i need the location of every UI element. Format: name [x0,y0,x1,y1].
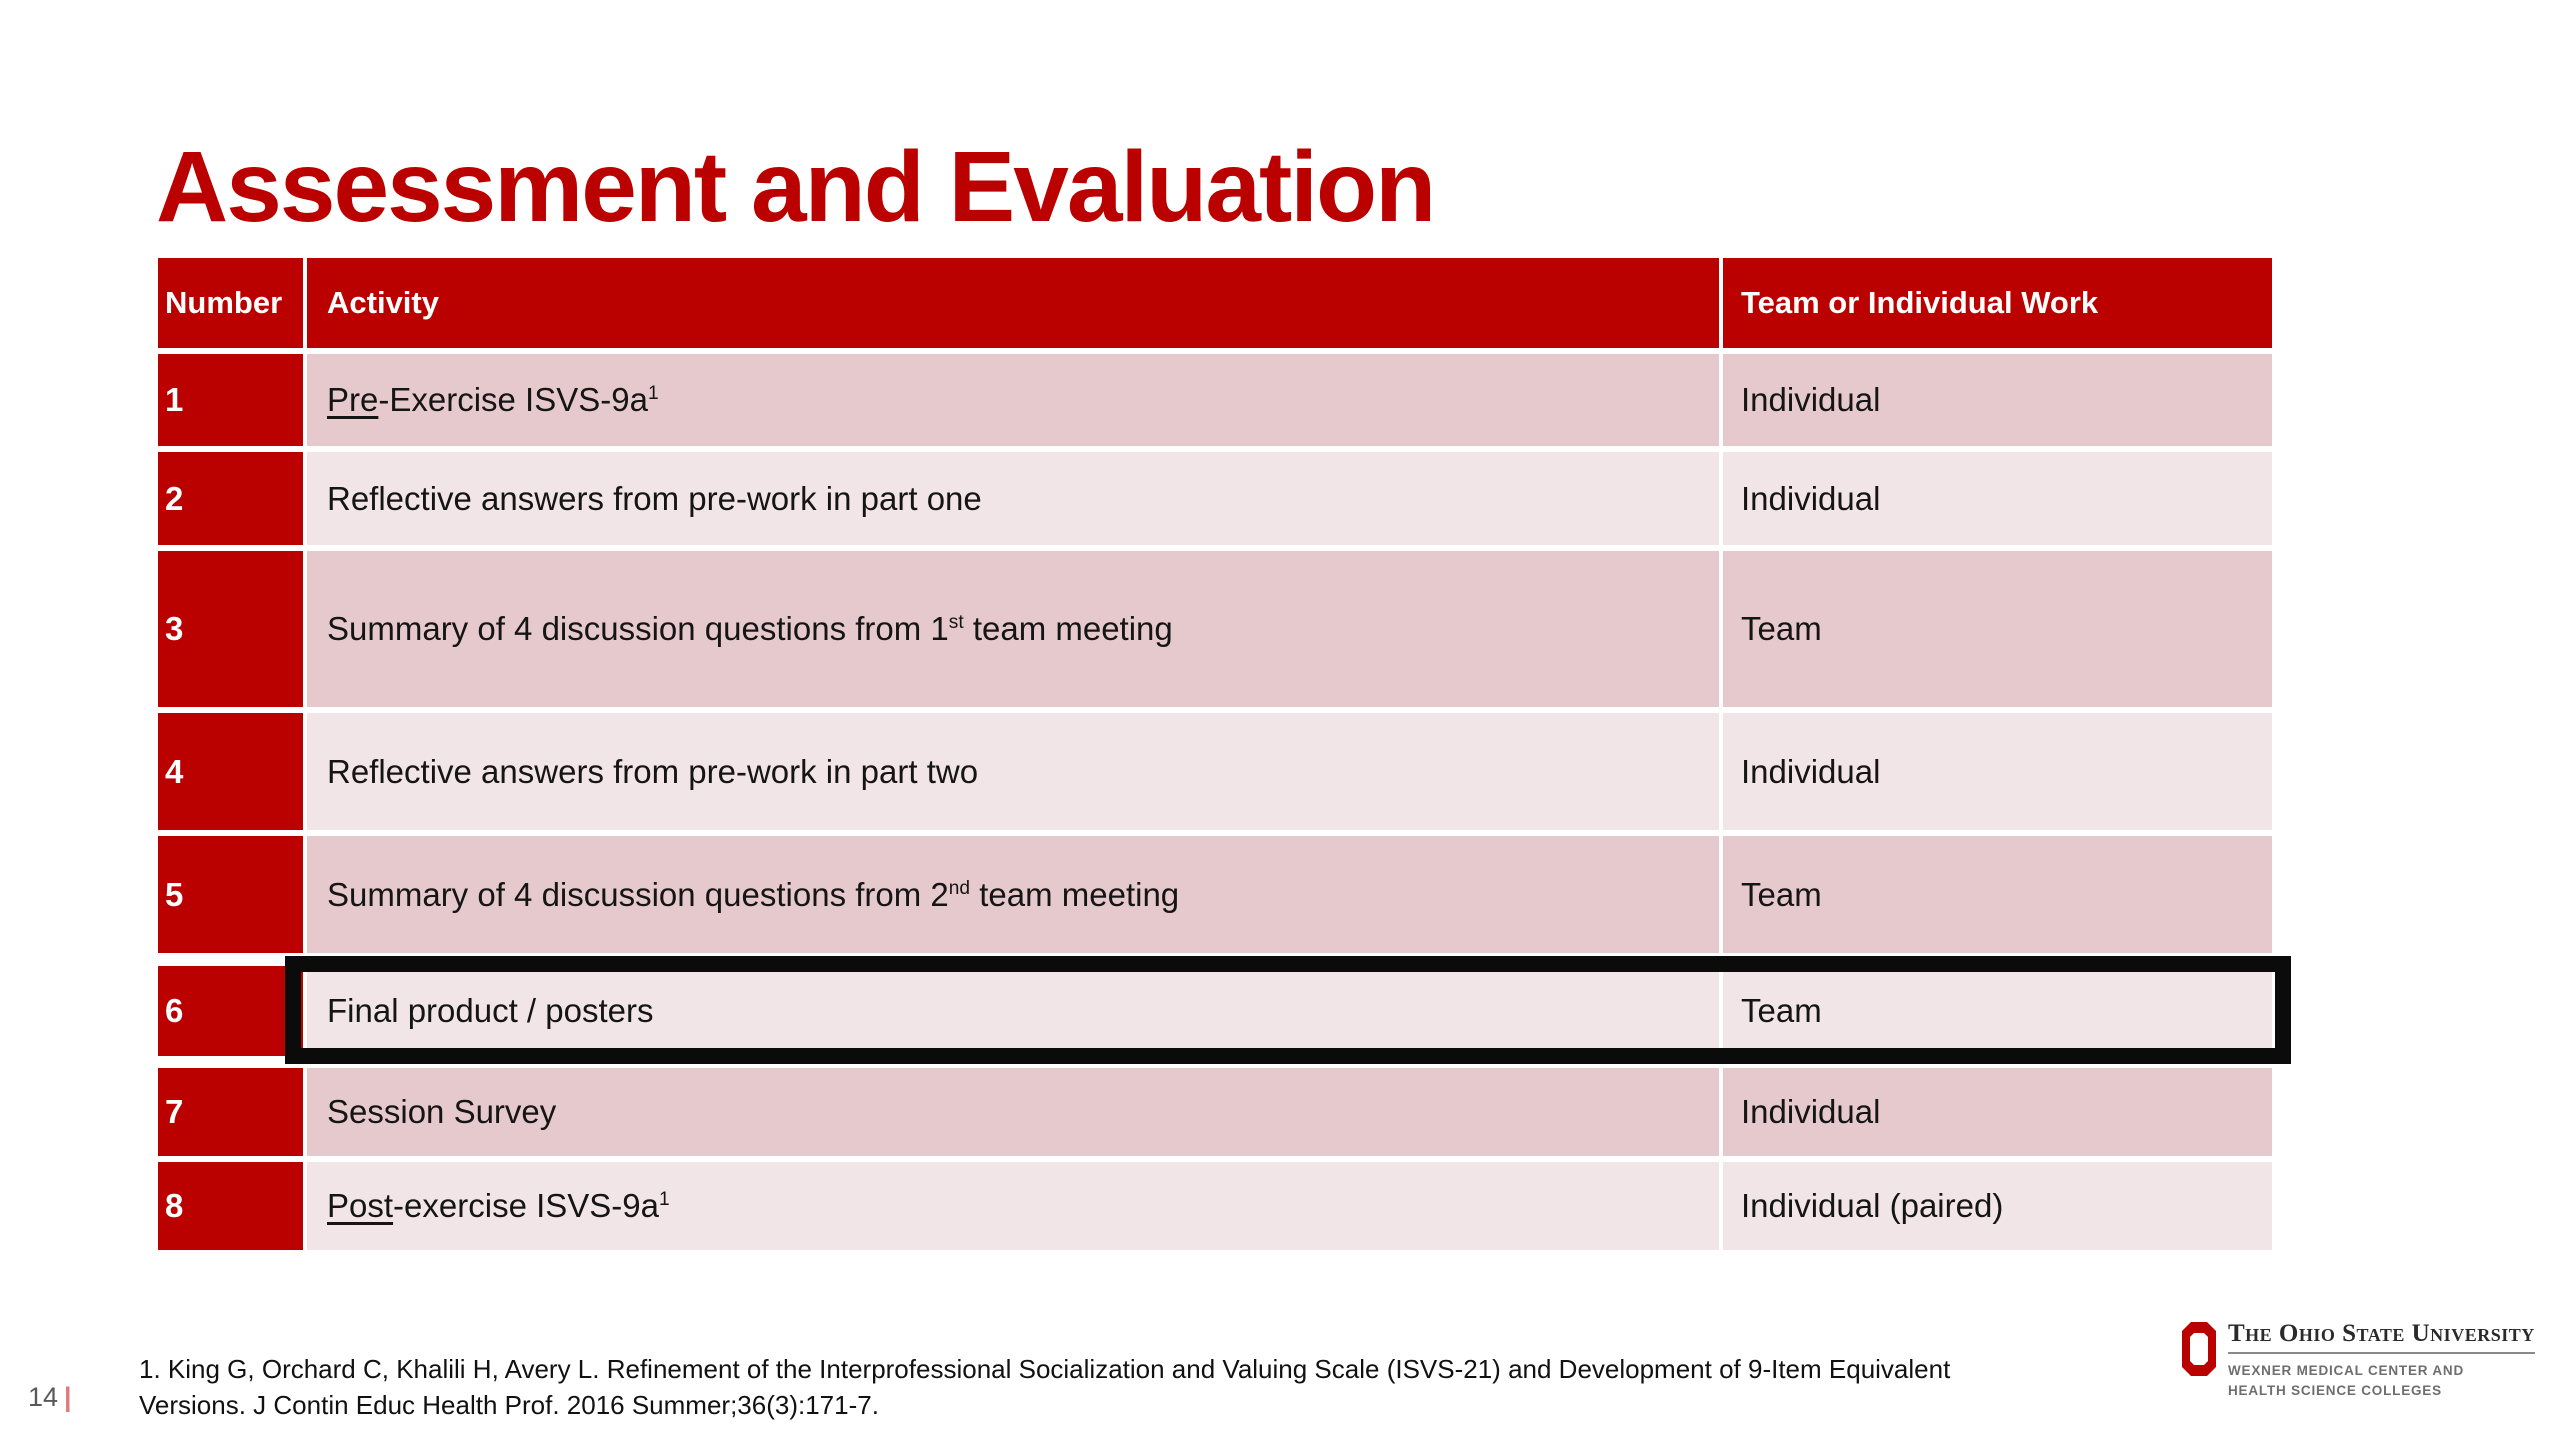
header-work: Team or Individual Work [1723,258,2272,348]
row-number-cell: 8 [158,1162,307,1250]
footnote-line-2: Versions. J Contin Educ Health Prof. 201… [139,1389,879,1420]
row-work-cell: Individual (paired) [1723,1162,2272,1250]
activity-text: Session Survey [327,1093,557,1131]
row-work-cell: Team [1723,836,2272,953]
table-row-8: 8 Post-exercise ISVS-9a1 Individual (pai… [158,1162,2272,1250]
row-work-cell: Individual [1723,1068,2272,1156]
table-row-1: 1 Pre-Exercise ISVS-9a1 Individual [158,354,2272,446]
block-o-icon [2182,1322,2216,1376]
page-number: 14 | [28,1382,72,1413]
activity-text: Post-exercise ISVS-9a1 [327,1187,670,1225]
row-activity-cell: Final product / posters [307,966,1723,1056]
row-number-cell: 6 [158,966,307,1056]
row-work-cell: Team [1723,966,2272,1056]
row-activity-cell: Reflective answers from pre-work in part… [307,713,1723,830]
table-header-row: Number Activity Team or Individual Work [158,258,2272,348]
row-number-cell: 3 [158,551,307,707]
row-activity-cell: Post-exercise ISVS-9a1 [307,1162,1723,1250]
row-work-cell: Individual [1723,452,2272,545]
slide-title: Assessment and Evaluation [156,131,1436,243]
row-activity-cell: Pre-Exercise ISVS-9a1 [307,354,1723,446]
row-activity-cell: Summary of 4 discussion questions from 2… [307,836,1723,953]
footnote-line-1: 1. King G, Orchard C, Khalili H, Avery L… [139,1354,1951,1384]
row-number-cell: 2 [158,452,307,545]
table-row-5: 5 Summary of 4 discussion questions from… [158,836,2272,953]
header-number: Number [158,258,307,348]
osu-logo: The Ohio State University WEXNER MEDICAL… [2182,1320,2535,1400]
row-number-cell: 5 [158,836,307,953]
footnote-citation: 1. King G, Orchard C, Khalili H, Avery L… [139,1352,2039,1424]
activity-text: Reflective answers from pre-work in part… [327,752,979,790]
table-row-7: 7 Session Survey Individual [158,1068,2272,1156]
table-row-3: 3 Summary of 4 discussion questions from… [158,551,2272,707]
row-work-cell: Individual [1723,713,2272,830]
activity-text: Summary of 4 discussion questions from 1… [327,610,1173,648]
header-activity: Activity [307,258,1723,348]
activity-text: Summary of 4 discussion questions from 2… [327,875,1180,913]
row-activity-cell: Reflective answers from pre-work in part… [307,452,1723,545]
osu-logo-subtitle-1: WEXNER MEDICAL CENTER AND [2228,1363,2465,1378]
row-work-cell: Individual [1723,354,2272,446]
assessment-table: Number Activity Team or Individual Work … [158,258,2272,1250]
osu-logo-subtitle-2: HEALTH SCIENCE COLLEGES [2228,1382,2442,1398]
row-activity-cell: Summary of 4 discussion questions from 1… [307,551,1723,707]
row-activity-cell: Session Survey [307,1068,1723,1156]
osu-logo-university-name: The Ohio State University [2228,1320,2535,1354]
page-number-value: 14 [28,1382,59,1412]
activity-text: Final product / posters [327,992,654,1030]
table-row-2: 2 Reflective answers from pre-work in pa… [158,452,2272,545]
row-number-cell: 4 [158,713,307,830]
row-number-cell: 7 [158,1068,307,1156]
table-row-6-highlighted: 6 Final product / posters Team [158,966,2272,1056]
row-work-cell: Team [1723,551,2272,707]
row-number-cell: 1 [158,354,307,446]
activity-text: Reflective answers from pre-work in part… [327,479,982,517]
activity-text: Pre-Exercise ISVS-9a1 [327,381,659,419]
table-row-4: 4 Reflective answers from pre-work in pa… [158,713,2272,830]
osu-logo-text: The Ohio State University WEXNER MEDICAL… [2228,1320,2535,1400]
page-number-separator: | [64,1382,72,1412]
